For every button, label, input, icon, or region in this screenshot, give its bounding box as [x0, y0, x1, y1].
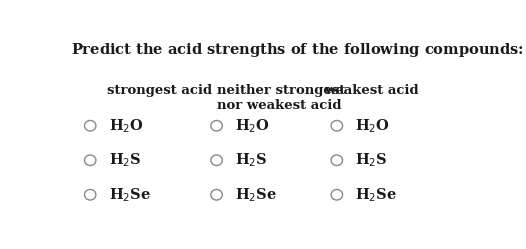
Text: H$_2$O: H$_2$O [235, 117, 270, 135]
Text: Predict the acid strengths of the following compounds: H$_2$O, H$_2$S, and H$_2$: Predict the acid strengths of the follow… [70, 41, 526, 59]
Text: H$_2$Se: H$_2$Se [355, 186, 397, 204]
Text: neither strongest
nor weakest acid: neither strongest nor weakest acid [217, 84, 345, 112]
Text: H$_2$S: H$_2$S [235, 151, 268, 169]
Text: strongest acid: strongest acid [106, 84, 211, 97]
Text: H$_2$Se: H$_2$Se [108, 186, 150, 204]
Text: H$_2$S: H$_2$S [108, 151, 141, 169]
Text: H$_2$O: H$_2$O [355, 117, 390, 135]
Text: H$_2$S: H$_2$S [355, 151, 388, 169]
Text: H$_2$Se: H$_2$Se [235, 186, 277, 204]
Text: H$_2$O: H$_2$O [108, 117, 144, 135]
Text: weakest acid: weakest acid [325, 84, 419, 97]
